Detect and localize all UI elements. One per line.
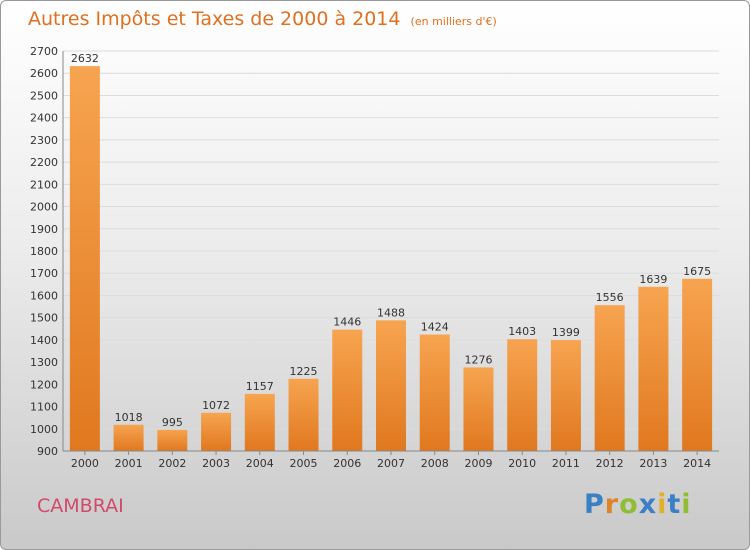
y-tick-label: 2100 (30, 178, 58, 191)
city-name: CAMBRAI (37, 495, 124, 517)
x-tick-label: 2009 (464, 457, 492, 470)
value-label: 1675 (683, 265, 711, 278)
bar-2006 (332, 329, 363, 451)
y-tick-label: 1500 (30, 312, 58, 325)
y-tick-label: 1100 (30, 401, 58, 414)
bar-2002 (157, 429, 188, 451)
y-tick-label: 1600 (30, 289, 58, 302)
value-labels: 2632 1018 995 1072 1157 1225 1446 1488 1424 1276 1… (71, 52, 711, 429)
bar-2000 (69, 66, 100, 451)
chart-unit-label: (en milliers d'€) (410, 15, 497, 28)
y-tick-label: 1000 (30, 423, 58, 436)
value-label: 1225 (290, 365, 318, 378)
bar-2012 (594, 305, 625, 451)
y-tick-label: 1700 (30, 267, 58, 280)
x-tick-label: 2003 (202, 457, 230, 470)
y-tick-label: 2200 (30, 156, 58, 169)
bars (69, 66, 713, 451)
proxiti-logo: Proxiti (584, 489, 692, 520)
bar-2004 (244, 393, 275, 451)
value-label: 1639 (639, 273, 667, 286)
y-tick-label: 1200 (30, 378, 58, 391)
y-tick-label: 1400 (30, 334, 58, 347)
x-tick-label: 2013 (639, 457, 667, 470)
value-label: 2632 (71, 52, 99, 65)
y-tick-label: 2700 (30, 45, 58, 58)
bar-2014 (682, 278, 713, 451)
bar-2011 (550, 340, 581, 451)
y-tick-label: 900 (37, 445, 58, 458)
value-label: 1403 (508, 325, 536, 338)
bar-2010 (507, 339, 538, 451)
value-label: 1424 (421, 321, 449, 334)
x-tick-label: 2006 (333, 457, 361, 470)
bar-2009 (463, 367, 494, 451)
x-tick-label: 2014 (683, 457, 711, 470)
x-tick-label: 2008 (421, 457, 449, 470)
x-tick-label: 2000 (71, 457, 99, 470)
value-label: 1018 (115, 411, 143, 424)
bar-2001 (113, 424, 144, 451)
x-tick-label: 2007 (377, 457, 405, 470)
y-tick-label: 2000 (30, 201, 58, 214)
y-tick-label: 2600 (30, 67, 58, 80)
x-tick-label: 2004 (246, 457, 274, 470)
bar-2005 (288, 378, 319, 451)
value-label: 1488 (377, 306, 405, 319)
x-axis-labels: 2000 2001 2002 2003 2004 2005 2006 2007 2008 2009… (71, 451, 711, 470)
y-tick-label: 1800 (30, 245, 58, 258)
y-tick-label: 1900 (30, 223, 58, 236)
x-tick-label: 2002 (158, 457, 186, 470)
chart-title: Autres Impôts et Taxes de 2000 à 2014 (e… (28, 8, 497, 30)
bar-2003 (201, 412, 232, 451)
y-tick-label: 2300 (30, 134, 58, 147)
x-tick-label: 2005 (290, 457, 318, 470)
bar-2008 (419, 334, 450, 451)
value-label: 1556 (596, 291, 624, 304)
value-label: 1072 (202, 399, 230, 412)
value-label: 995 (162, 416, 183, 429)
y-tick-label: 2400 (30, 112, 58, 125)
value-label: 1276 (464, 353, 492, 366)
y-tick-label: 2500 (30, 89, 58, 102)
x-tick-label: 2001 (115, 457, 143, 470)
chart-title-text: Autres Impôts et Taxes de 2000 à 2014 (28, 8, 401, 30)
x-tick-label: 2012 (596, 457, 624, 470)
value-label: 1446 (333, 316, 361, 329)
y-tick-label: 1300 (30, 356, 58, 369)
bar-2013 (638, 286, 669, 451)
value-label: 1157 (246, 380, 274, 393)
x-tick-label: 2011 (552, 457, 580, 470)
value-label: 1399 (552, 326, 580, 339)
bar-2007 (376, 320, 406, 451)
y-axis-labels: 900 1000 1100 1200 1300 1400 1500 1600 1700 1800 1… (30, 45, 58, 458)
x-tick-label: 2010 (508, 457, 536, 470)
